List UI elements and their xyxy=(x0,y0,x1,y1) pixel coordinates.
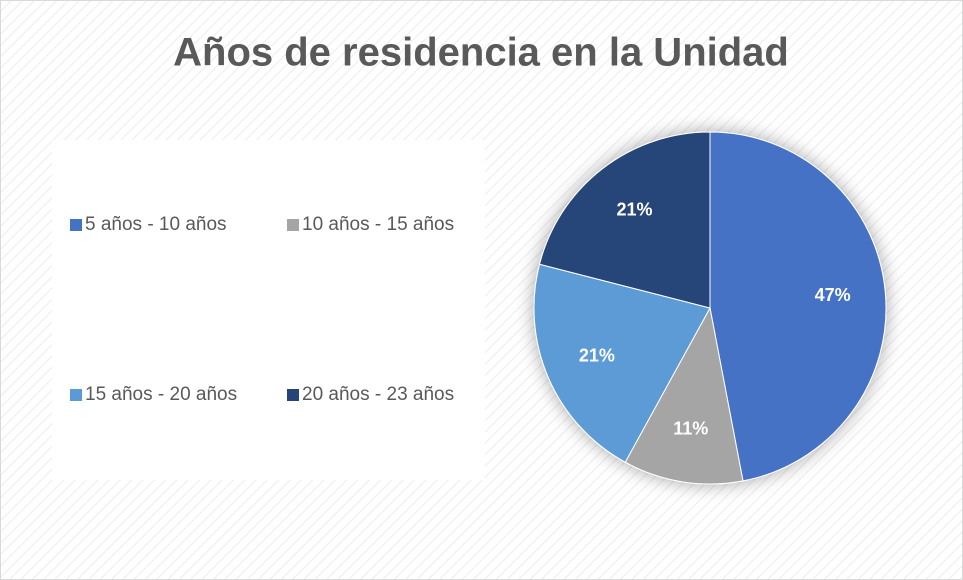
legend-swatch xyxy=(287,389,299,401)
legend-swatch xyxy=(70,219,82,231)
pie-slice xyxy=(709,131,887,482)
slice-label: 21% xyxy=(616,199,652,219)
pie xyxy=(533,131,887,485)
legend-text: 15 años - 20 años xyxy=(85,384,237,405)
legend-swatch xyxy=(70,389,82,401)
slice-label: 21% xyxy=(579,346,615,366)
pie-slice xyxy=(624,306,744,485)
pie-slice xyxy=(538,131,711,309)
legend-swatch xyxy=(287,219,299,231)
pie-slice xyxy=(533,263,711,463)
slice-label: 11% xyxy=(673,418,708,438)
chart-title: Años de residencia en la Unidad xyxy=(173,31,789,75)
legend-text: 10 años - 15 años xyxy=(302,214,454,235)
legend-box xyxy=(52,140,485,480)
legend-text: 20 años - 23 años xyxy=(302,384,454,405)
slice-label: 47% xyxy=(815,285,851,305)
legend-text: 5 años - 10 años xyxy=(85,214,227,235)
